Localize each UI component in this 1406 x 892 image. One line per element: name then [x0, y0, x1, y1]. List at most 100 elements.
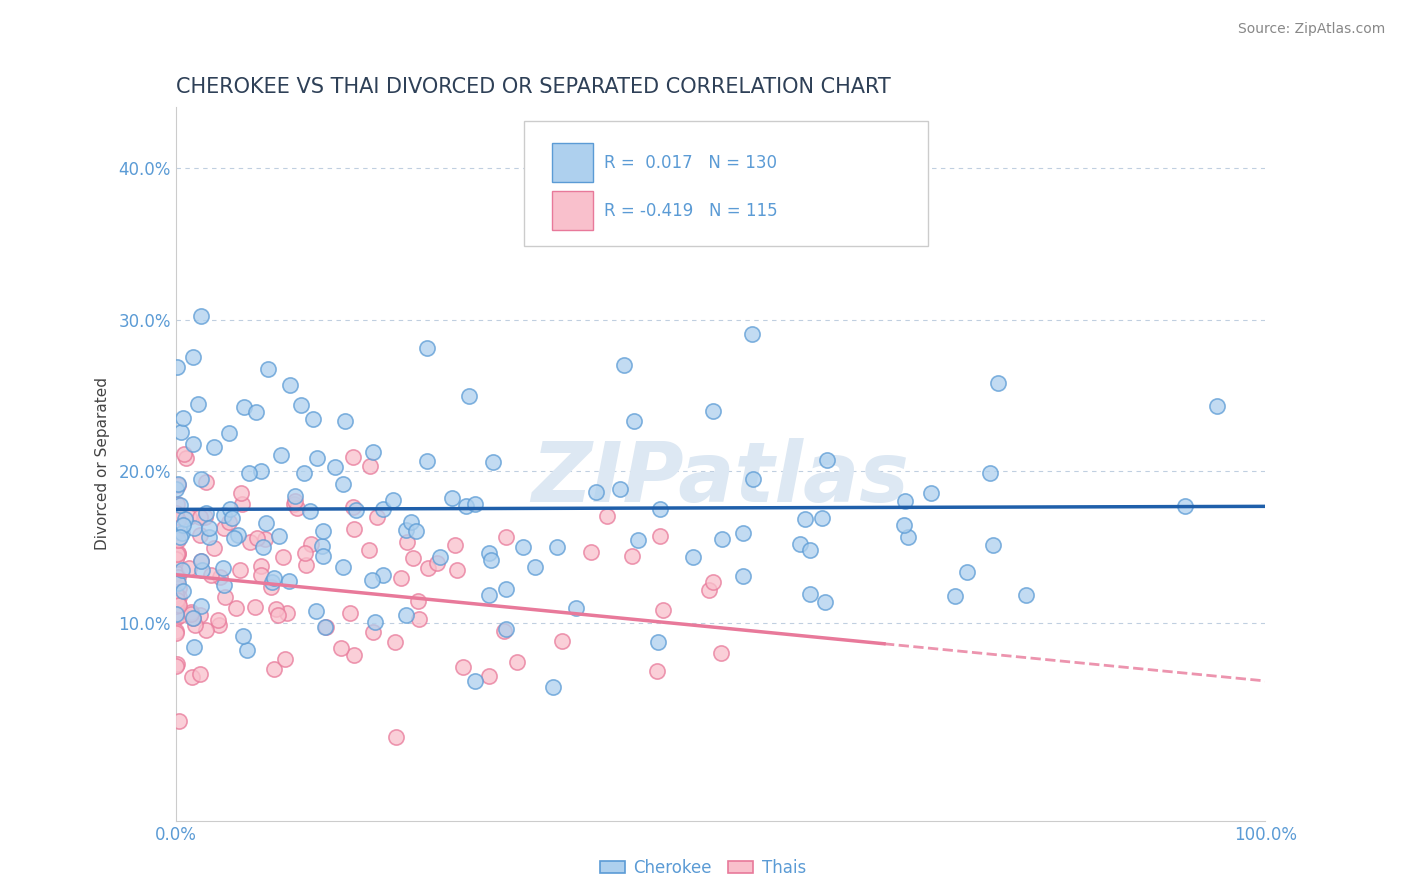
- Point: [979, 466, 1001, 480]
- Point: [305, 604, 328, 618]
- Point: [188, 509, 211, 524]
- Point: [177, 561, 200, 575]
- Point: [188, 608, 211, 623]
- Point: [364, 615, 387, 629]
- Point: [298, 503, 321, 517]
- Point: [710, 646, 733, 660]
- Point: [893, 494, 915, 508]
- Point: [702, 404, 724, 418]
- Point: [813, 595, 835, 609]
- Point: [224, 531, 246, 545]
- Point: [301, 411, 323, 425]
- Point: [181, 610, 204, 624]
- Point: [165, 607, 187, 621]
- Point: [169, 598, 191, 612]
- Point: [366, 510, 388, 524]
- Point: [315, 620, 337, 634]
- Point: [254, 516, 277, 530]
- Point: [195, 475, 218, 490]
- Point: [789, 537, 811, 551]
- Point: [810, 511, 832, 525]
- Point: [623, 414, 645, 428]
- Point: [389, 571, 412, 585]
- Point: [647, 634, 669, 648]
- Point: [260, 574, 283, 589]
- Point: [565, 601, 588, 615]
- Point: [415, 341, 437, 355]
- Point: [190, 472, 212, 486]
- Point: [479, 553, 502, 567]
- Point: [285, 500, 308, 515]
- Point: [897, 530, 920, 544]
- Point: [252, 540, 274, 554]
- Point: [165, 566, 187, 581]
- Point: [253, 533, 276, 547]
- Point: [263, 662, 285, 676]
- Point: [200, 568, 222, 582]
- Point: [357, 543, 380, 558]
- Point: [1206, 400, 1229, 414]
- Point: [893, 518, 915, 533]
- Point: [266, 602, 288, 616]
- Point: [710, 532, 733, 546]
- Point: [343, 522, 366, 536]
- Point: [190, 554, 212, 568]
- Point: [943, 589, 966, 603]
- Point: [416, 561, 439, 575]
- Point: [405, 524, 427, 539]
- Point: [312, 524, 335, 538]
- Point: [249, 567, 271, 582]
- Point: [981, 538, 1004, 552]
- Point: [231, 497, 253, 511]
- Point: [198, 530, 221, 544]
- Point: [214, 591, 236, 605]
- Point: [793, 512, 815, 526]
- Point: [815, 453, 838, 467]
- Point: [742, 472, 765, 486]
- Point: [166, 547, 188, 561]
- Point: [440, 491, 463, 505]
- Point: [363, 624, 385, 639]
- Text: ZIPatlas: ZIPatlas: [531, 438, 910, 518]
- Point: [218, 502, 240, 516]
- Point: [650, 502, 672, 516]
- Text: Source: ZipAtlas.com: Source: ZipAtlas.com: [1237, 22, 1385, 37]
- Point: [190, 309, 212, 323]
- Text: R =  0.017   N = 130: R = 0.017 N = 130: [605, 153, 778, 171]
- Point: [239, 535, 262, 549]
- Point: [332, 559, 354, 574]
- Point: [212, 578, 235, 592]
- Point: [682, 549, 704, 564]
- Point: [169, 714, 191, 728]
- Point: [596, 508, 619, 523]
- Point: [202, 541, 225, 555]
- Point: [290, 398, 312, 412]
- Point: [987, 376, 1010, 391]
- Point: [799, 587, 821, 601]
- Point: [250, 464, 273, 478]
- Point: [169, 498, 191, 512]
- Point: [174, 451, 197, 466]
- Point: [245, 405, 267, 419]
- Point: [267, 607, 290, 622]
- Point: [333, 414, 356, 428]
- Point: [172, 518, 194, 533]
- Point: [190, 554, 212, 568]
- Point: [184, 618, 207, 632]
- Point: [232, 400, 254, 414]
- Point: [406, 593, 429, 607]
- Point: [451, 659, 474, 673]
- Point: [165, 587, 187, 601]
- Point: [229, 486, 252, 500]
- Point: [426, 556, 449, 570]
- Point: [165, 506, 187, 520]
- Point: [263, 571, 285, 585]
- Point: [170, 562, 193, 576]
- Point: [166, 596, 188, 610]
- Point: [170, 525, 193, 540]
- Text: CHEROKEE VS THAI DIVORCED OR SEPARATED CORRELATION CHART: CHEROKEE VS THAI DIVORCED OR SEPARATED C…: [176, 77, 890, 97]
- Point: [343, 648, 366, 662]
- Point: [218, 425, 240, 440]
- Point: [416, 454, 439, 468]
- Point: [277, 574, 299, 589]
